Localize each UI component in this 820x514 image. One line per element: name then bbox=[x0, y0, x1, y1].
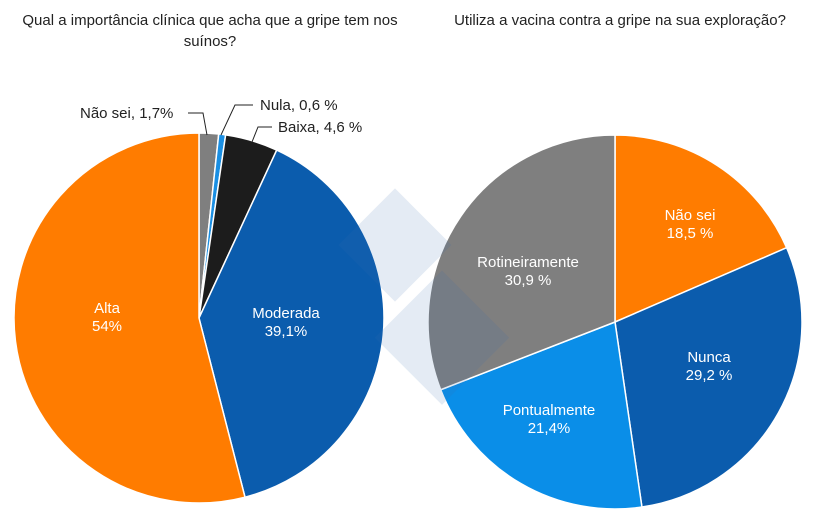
pie-slice-moderada bbox=[198, 149, 385, 499]
right-chart-title: Utiliza a vacina contra a gripe na sua e… bbox=[454, 12, 786, 29]
left-pie bbox=[13, 132, 385, 504]
label-nula: Nula, 0,6 % bbox=[260, 97, 338, 114]
label-alta-value: 54% bbox=[92, 318, 122, 335]
pie-slice-alta bbox=[13, 132, 246, 504]
pie-slice-n-o-sei bbox=[614, 134, 788, 324]
pie-slice-nunca bbox=[614, 246, 803, 508]
label-rotineiramente-value: 30,9 % bbox=[505, 272, 552, 289]
left-chart-title: Qual a importância clínica que acha que … bbox=[22, 12, 398, 50]
leader-line-baixa bbox=[251, 126, 272, 143]
label-alta-name: Alta bbox=[94, 300, 121, 317]
label-baixa: Baixa, 4,6 % bbox=[278, 119, 362, 136]
watermark-logo bbox=[338, 188, 510, 405]
label-pontualmente-name: Pontualmente bbox=[503, 402, 596, 419]
leader-line-nula bbox=[220, 104, 253, 136]
label-nunca-value: 29,2 % bbox=[686, 367, 733, 384]
label-nunca-name: Nunca bbox=[687, 349, 731, 366]
label-nao-sei: Não sei, 1,7% bbox=[80, 105, 173, 122]
leader-line-nao-sei bbox=[188, 112, 208, 136]
pie-slice-pontualmente bbox=[439, 320, 643, 510]
label-r-nao-sei-value: 18,5 % bbox=[667, 225, 714, 242]
label-r-nao-sei-name: Não sei bbox=[665, 207, 716, 224]
label-rotineiramente-name: Rotineiramente bbox=[477, 254, 579, 271]
label-moderada-name: Moderada bbox=[252, 305, 320, 322]
pie-slice-rotineiramente bbox=[427, 134, 616, 391]
label-moderada-value: 39,1% bbox=[265, 323, 308, 340]
right-pie bbox=[427, 134, 803, 510]
label-pontualmente-value: 21,4% bbox=[528, 420, 571, 437]
